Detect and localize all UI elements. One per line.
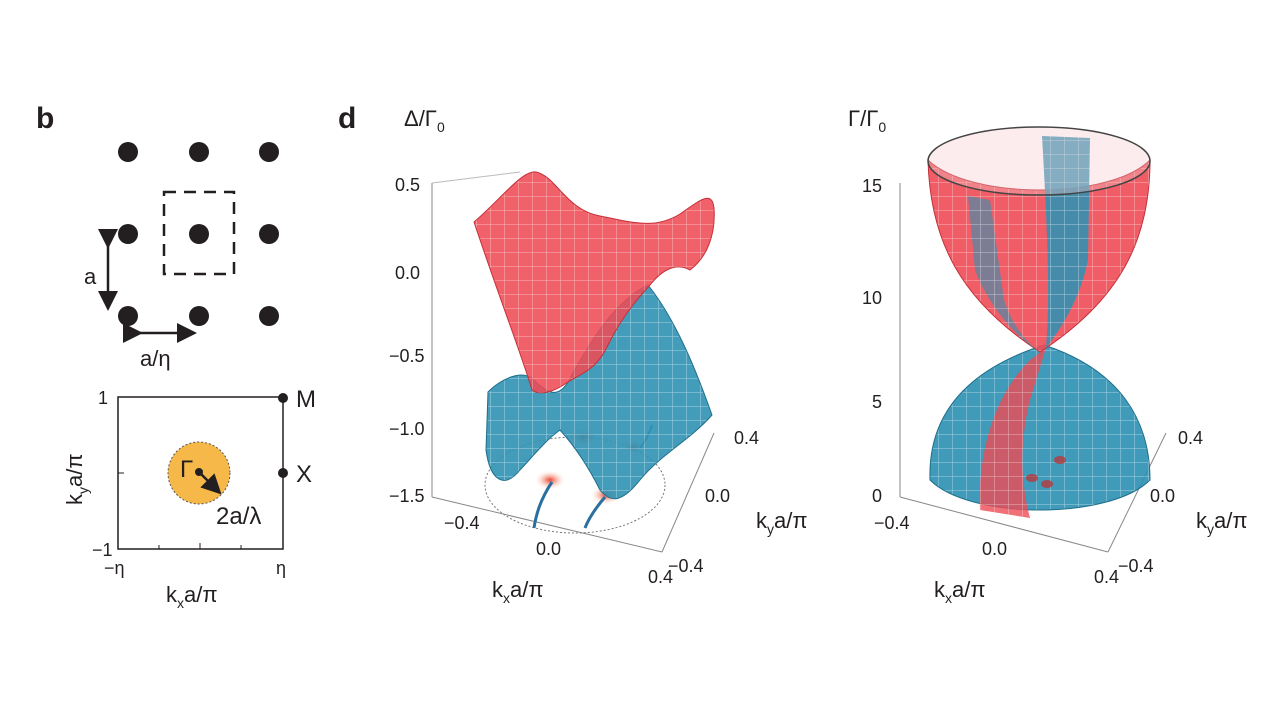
y-tick-bottom: −1 <box>92 540 113 560</box>
left-z-axis-label: Δ/Γ0 <box>404 106 445 135</box>
cup-rim <box>927 126 1151 196</box>
upper-cup-blue-stripe <box>968 196 1040 352</box>
upper-band-surface <box>473 171 715 394</box>
decay-rate-surface-plot: Γ/Γ0 15 10 5 0 −0.4 0.0 0.4 0.4 0.0 −0.4… <box>848 106 1248 606</box>
ky-tick: 0.0 <box>705 486 730 506</box>
ky-tick: −0.4 <box>1118 556 1154 576</box>
z-tick: 5 <box>872 392 882 412</box>
kx-tick: 0.4 <box>648 567 673 587</box>
kx-tick: −0.4 <box>444 513 480 533</box>
radius-arrow <box>198 471 222 495</box>
lower-dome-red-stripe <box>979 348 1046 518</box>
z-tick: 15 <box>862 176 882 196</box>
z-tick: −1.0 <box>389 419 425 439</box>
period-label: a/η <box>140 346 171 371</box>
x-point <box>278 468 288 478</box>
hotspot <box>1041 480 1053 488</box>
lattice-site <box>189 224 209 244</box>
lattice-site <box>259 142 279 162</box>
right-kx-axis-label: kxa/π <box>934 577 986 606</box>
gamma-label: Γ <box>180 456 193 483</box>
kx-tick: 0.0 <box>536 539 561 559</box>
brillouin-zone: Γ 2a/λ M Χ 1 −1 −η η kxa/π kya/π <box>62 386 316 611</box>
kx-tick: 0.0 <box>982 539 1007 559</box>
z-tick: 10 <box>862 288 882 308</box>
box-edge <box>899 496 1109 553</box>
box-edge <box>431 171 521 184</box>
radius-label: 2a/λ <box>216 503 261 530</box>
lattice-site <box>118 142 138 162</box>
right-z-axis-label: Γ/Γ0 <box>848 106 886 135</box>
ky-tick: 0.0 <box>1150 486 1175 506</box>
detuning-surface-plot: Δ/Γ0 0.5 0.0 −0.5 −1.0 −1.5 −0.4 0.0 0.4… <box>389 106 808 606</box>
bz-x-axis-label: kxa/π <box>166 582 218 611</box>
x-tick-right: η <box>276 558 286 578</box>
band-crossing-line <box>532 481 554 529</box>
square-lattice: a a/η <box>84 142 279 371</box>
x-tick-left: −η <box>104 558 125 578</box>
z-tick: 0.5 <box>395 175 420 195</box>
lattice-site <box>189 306 209 326</box>
z-tick: −1.5 <box>389 486 425 506</box>
lower-band-surface <box>485 284 713 500</box>
z-tick: 0.0 <box>395 263 420 283</box>
right-ky-axis-label: kya/π <box>1196 508 1248 537</box>
left-ky-axis-label: kya/π <box>756 508 808 537</box>
panel-label-b: b <box>36 102 54 135</box>
y-tick-top: 1 <box>98 388 108 408</box>
upper-cup-blue-stripe <box>1042 136 1090 348</box>
hotspot <box>1054 456 1066 464</box>
bz-y-axis-label: kya/π <box>62 453 91 505</box>
x-label: Χ <box>296 461 312 488</box>
left-kx-axis-label: kxa/π <box>492 577 544 606</box>
unit-cell <box>162 190 236 276</box>
lattice-site <box>118 306 138 326</box>
z-tick: 0 <box>872 486 882 506</box>
box-edge <box>1107 432 1167 553</box>
kx-tick: −0.4 <box>874 513 910 533</box>
lower-dome-surface <box>929 344 1151 511</box>
ky-tick: −0.4 <box>668 556 704 576</box>
hotspot <box>534 470 566 490</box>
lattice-site <box>259 224 279 244</box>
m-point <box>278 393 288 403</box>
kx-tick: 0.4 <box>1094 567 1119 587</box>
ky-tick: 0.4 <box>734 428 759 448</box>
m-label: M <box>296 386 316 413</box>
box-edge <box>431 496 663 553</box>
band-crossing-line <box>583 496 607 529</box>
panel-label-d: d <box>338 102 356 135</box>
box-edge <box>661 432 715 553</box>
lattice-site <box>259 306 279 326</box>
hotspot <box>1026 474 1038 482</box>
ky-tick: 0.4 <box>1178 428 1203 448</box>
lattice-site <box>189 142 209 162</box>
lattice-site <box>118 224 138 244</box>
spacing-label: a <box>84 264 97 289</box>
z-tick: −0.5 <box>389 346 425 366</box>
